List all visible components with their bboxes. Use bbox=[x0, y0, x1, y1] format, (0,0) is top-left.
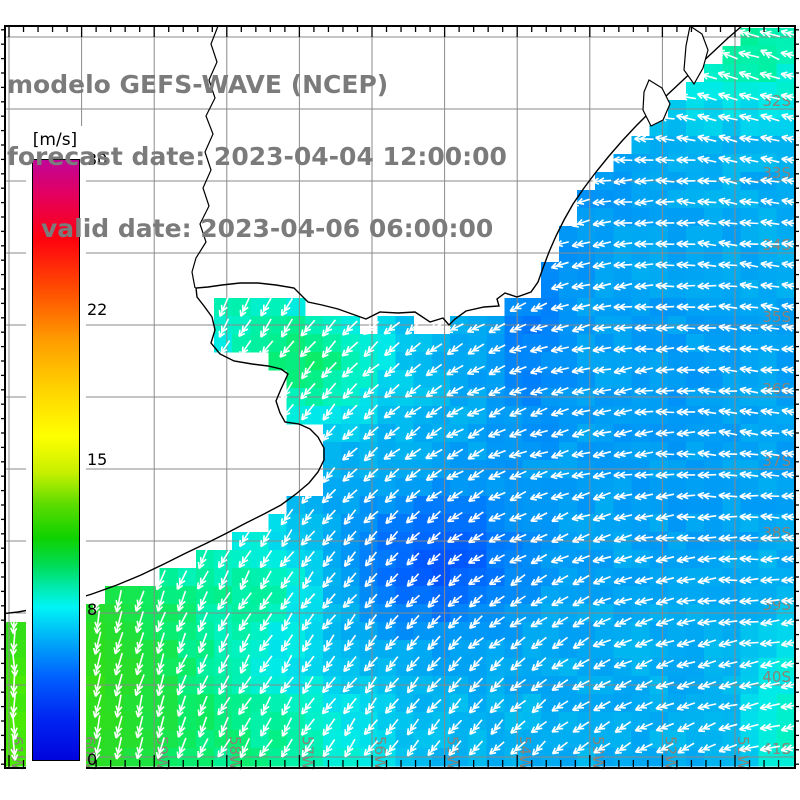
title-block: modelo GEFS-WAVE (NCEP) forecast date: 2… bbox=[7, 25, 507, 289]
colorbar-unit-label: [m/s] bbox=[32, 130, 78, 150]
lagoon-outline bbox=[683, 26, 709, 86]
model-title: modelo GEFS-WAVE (NCEP) bbox=[7, 70, 389, 99]
valid-date: valid date: 2023-04-06 06:00:00 bbox=[41, 214, 494, 243]
colorbar-tick-label: 15 bbox=[87, 450, 108, 469]
svg-text:41S: 41S bbox=[762, 740, 791, 758]
colorbar-tick-label: 8 bbox=[87, 600, 98, 619]
colorbar-tick-label: 30 bbox=[87, 150, 108, 169]
svg-text:54W: 54W bbox=[516, 736, 534, 770]
river-line bbox=[191, 26, 219, 289]
grid-lines bbox=[5, 26, 795, 768]
colorbar-tick-label: 22 bbox=[87, 300, 108, 319]
svg-text:32S: 32S bbox=[762, 92, 791, 110]
svg-text:56W: 56W bbox=[371, 736, 389, 770]
colorbar-gradient bbox=[32, 159, 80, 761]
svg-text:33S: 33S bbox=[762, 164, 791, 182]
svg-text:34S: 34S bbox=[762, 236, 791, 254]
svg-text:52W: 52W bbox=[661, 736, 679, 770]
svg-text:61W: 61W bbox=[8, 736, 26, 770]
map-border bbox=[4, 25, 796, 769]
colorbar: [m/s] bbox=[26, 126, 86, 778]
svg-text:51W: 51W bbox=[734, 736, 752, 770]
forecast-date: forecast date: 2023-04-04 12:00:00 bbox=[7, 142, 507, 171]
colorbar-tick-label: 0 bbox=[87, 750, 98, 769]
lagoon-outline bbox=[642, 79, 671, 127]
svg-text:40S: 40S bbox=[762, 668, 791, 686]
svg-text:58W: 58W bbox=[226, 736, 244, 770]
coastline bbox=[5, 26, 743, 615]
svg-text:35S: 35S bbox=[762, 308, 791, 326]
svg-text:59W: 59W bbox=[153, 736, 171, 770]
